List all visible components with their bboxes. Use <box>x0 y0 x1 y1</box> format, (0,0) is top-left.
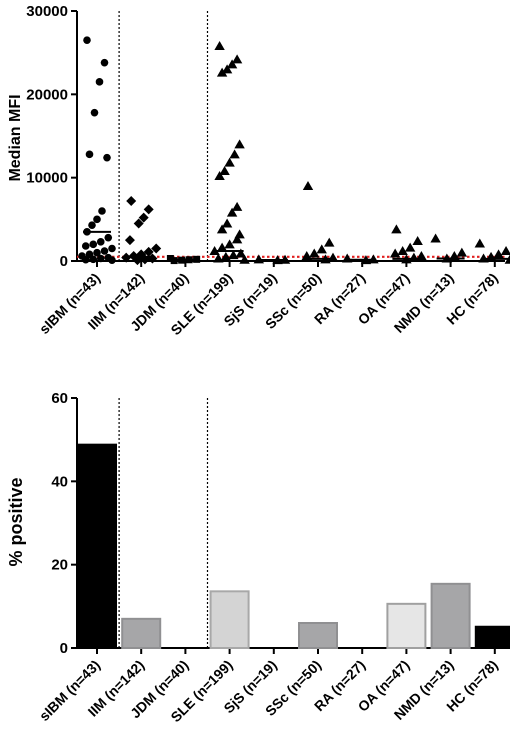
bottom-y-axis-title: % positive <box>6 477 26 566</box>
data-point-triangle <box>316 244 327 254</box>
data-point-triangle <box>224 157 235 167</box>
data-point-circle <box>103 153 111 162</box>
data-point-diamond <box>143 246 154 257</box>
data-point-triangle <box>209 246 220 255</box>
data-point-triangle <box>235 248 247 258</box>
data-point-triangle <box>239 254 250 264</box>
data-point-diamond <box>126 196 137 206</box>
bar <box>430 582 471 649</box>
data-point-triangle <box>216 67 228 77</box>
data-point-triangle <box>474 238 485 248</box>
bar <box>298 622 338 649</box>
data-point-diamond <box>151 243 162 254</box>
data-point-triangle <box>253 254 264 264</box>
bar <box>209 590 250 649</box>
data-point-circle <box>108 256 116 264</box>
data-point-square <box>166 255 174 262</box>
data-point-triangle <box>493 249 504 259</box>
data-point-triangle <box>416 251 427 260</box>
data-point-triangle <box>216 224 228 234</box>
top-y-axis-title: Median MFI <box>7 94 24 181</box>
data-point-circle <box>93 215 101 224</box>
y-tick-label: 0 <box>60 640 68 657</box>
data-point-circle <box>83 36 91 44</box>
data-point-triangle <box>214 171 225 180</box>
data-point-triangle <box>301 251 312 260</box>
data-point-circle <box>81 255 90 264</box>
data-point-triangle <box>430 233 441 243</box>
data-point-diamond <box>133 218 144 229</box>
data-point-circle <box>93 248 101 257</box>
data-point-triangle <box>231 234 243 244</box>
data-point-triangle <box>221 64 233 74</box>
data-point-circle <box>90 108 99 117</box>
data-point-diamond <box>136 249 147 260</box>
y-tick-label: 20000 <box>26 86 68 103</box>
data-point-circle <box>96 238 105 246</box>
data-point-circle <box>88 221 96 229</box>
data-point-triangle <box>229 149 240 159</box>
data-point-circle <box>100 247 109 255</box>
data-point-triangle <box>214 41 225 50</box>
data-point-triangle <box>324 237 335 247</box>
data-point-circle <box>81 242 90 250</box>
data-point-diamond <box>138 212 149 223</box>
bar <box>474 625 510 649</box>
data-point-circle <box>98 207 106 215</box>
bar <box>386 602 427 649</box>
data-point-circle <box>108 244 116 253</box>
data-point-triangle <box>342 253 353 263</box>
y-tick-label: 30000 <box>26 3 68 20</box>
data-point-circle <box>95 78 104 86</box>
data-point-circle <box>96 254 105 263</box>
data-point-triangle <box>226 207 238 217</box>
data-point-triangle <box>226 59 238 69</box>
data-point-square <box>170 257 178 265</box>
y-tick-label: 10000 <box>26 170 68 187</box>
data-point-triangle <box>302 181 314 190</box>
data-point-triangle <box>391 224 402 234</box>
data-point-triangle <box>220 251 232 261</box>
data-point-circle <box>100 58 109 67</box>
data-point-triangle <box>213 253 224 263</box>
data-point-triangle <box>309 248 320 258</box>
data-point-triangle <box>216 242 228 252</box>
data-point-diamond <box>124 235 135 246</box>
data-point-triangle <box>389 248 401 258</box>
data-point-triangle <box>456 247 468 257</box>
data-point-triangle <box>500 246 510 255</box>
data-point-diamond <box>132 255 143 266</box>
data-point-circle <box>89 255 98 264</box>
data-point-circle <box>89 240 98 249</box>
data-point-diamond <box>121 252 132 263</box>
data-point-circle <box>85 150 94 159</box>
bar <box>121 617 162 649</box>
y-tick-label: 20 <box>51 557 68 574</box>
data-point-triangle <box>412 236 423 245</box>
y-tick-label: 0 <box>60 253 68 270</box>
y-tick-label: 40 <box>51 473 68 490</box>
data-point-triangle <box>219 166 230 175</box>
data-point-triangle <box>221 218 233 228</box>
data-point-triangle <box>234 139 245 149</box>
data-point-triangle <box>404 242 416 252</box>
data-point-triangle <box>397 246 408 255</box>
data-point-triangle <box>231 54 243 64</box>
data-point-circle <box>104 233 113 242</box>
data-point-diamond <box>143 204 154 215</box>
data-point-triangle <box>228 250 239 260</box>
y-tick-label: 60 <box>51 390 68 407</box>
data-point-triangle <box>231 201 243 211</box>
bar <box>77 443 117 649</box>
data-point-triangle <box>224 239 235 249</box>
